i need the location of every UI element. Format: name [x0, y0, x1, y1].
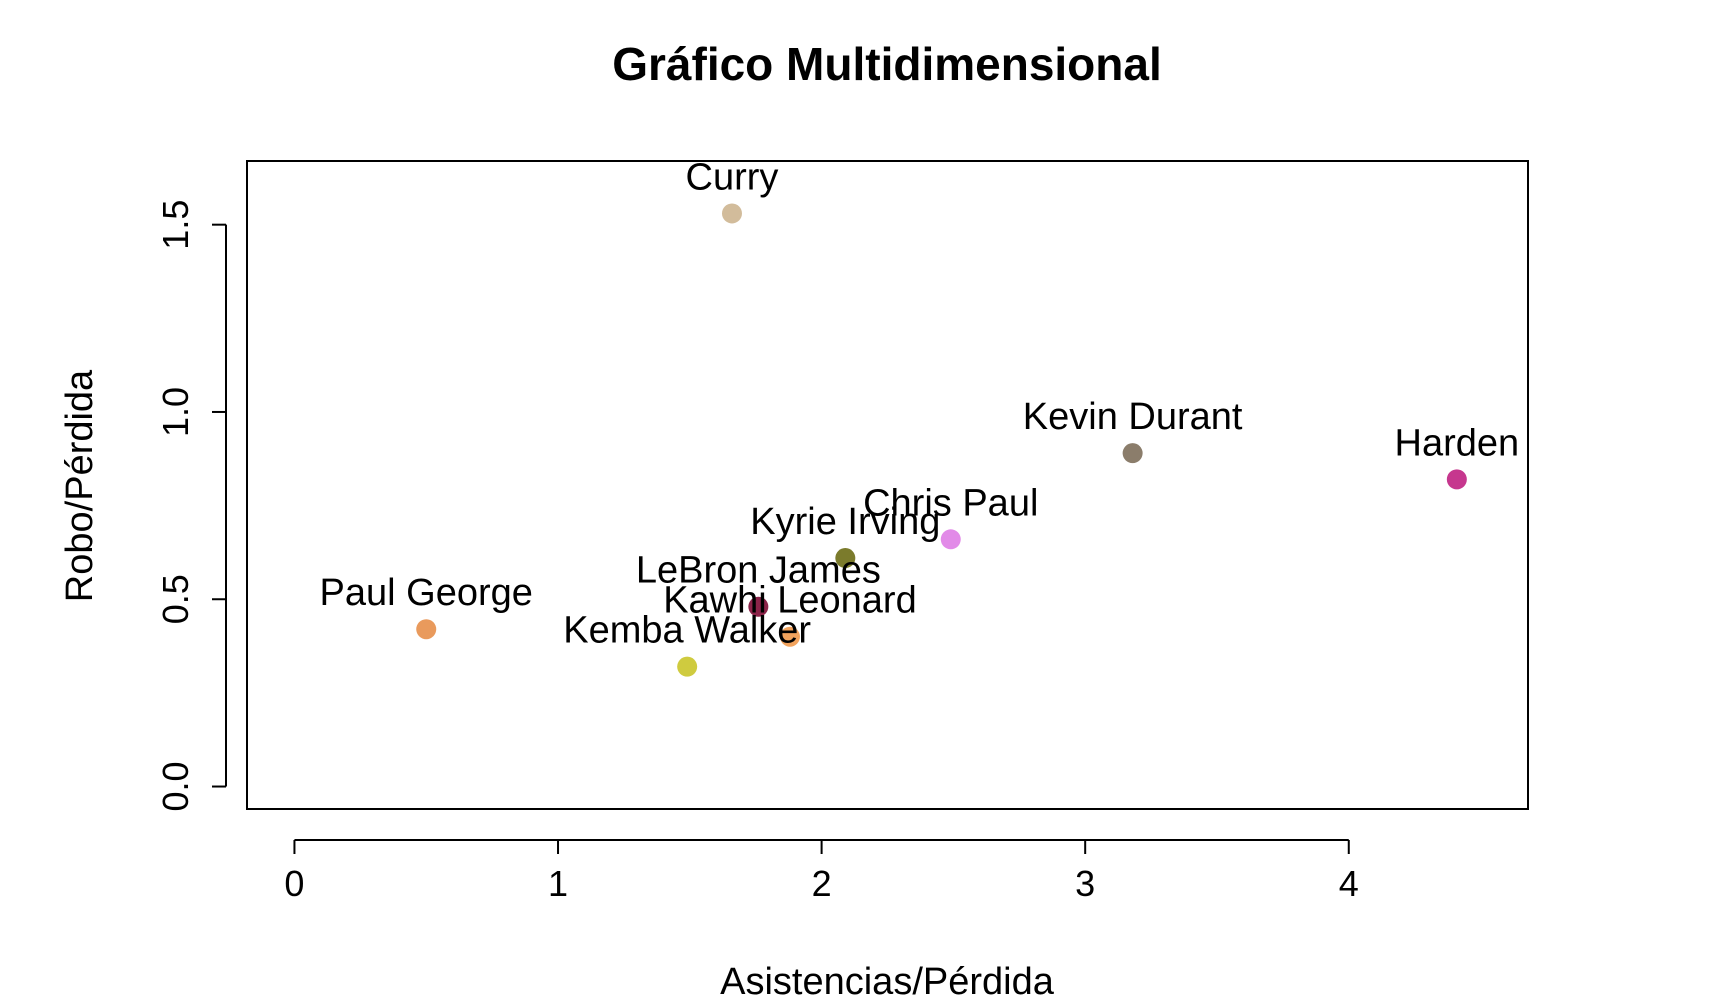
data-point [779, 626, 800, 647]
data-points [416, 203, 1467, 677]
data-point [940, 529, 961, 550]
x-axis-label: Asistencias/Pérdida [720, 961, 1055, 1002]
data-point [721, 203, 742, 224]
point-label: Paul George [320, 572, 533, 614]
data-point [1446, 469, 1467, 490]
point-label: Chris Paul [863, 482, 1038, 524]
point-label: Curry [686, 156, 779, 198]
data-point [1122, 443, 1143, 464]
chart-title: Gráfico Multidimensional [612, 38, 1162, 90]
y-tick-label: 0.0 [155, 762, 196, 812]
x-axis: 0 1 2 3 4 [284, 839, 1359, 904]
point-label: Kemba Walker [563, 610, 811, 652]
point-label: Kawhi Leonard [663, 580, 917, 622]
plot-area-frame [246, 160, 1529, 810]
point-label: Kevin Durant [1023, 396, 1243, 438]
x-tick-label: 0 [284, 863, 304, 904]
x-tick-label: 1 [548, 863, 568, 904]
data-point [677, 656, 698, 677]
data-point [416, 619, 437, 640]
y-tick-label: 1.5 [155, 200, 196, 250]
x-tick-label: 4 [1339, 863, 1359, 904]
data-point [748, 596, 769, 617]
data-point [835, 548, 856, 569]
x-tick-label: 2 [812, 863, 832, 904]
y-axis: 0.0 0.5 1.0 1.5 [155, 200, 227, 812]
point-label: Harden [1395, 422, 1520, 464]
x-tick-label: 3 [1075, 863, 1095, 904]
y-axis-label: Robo/Pérdida [59, 369, 101, 602]
point-label: Kyrie Irving [750, 501, 940, 543]
point-label: LeBron James [636, 550, 881, 592]
y-tick-label: 0.5 [155, 574, 196, 624]
y-tick-label: 1.0 [155, 387, 196, 437]
